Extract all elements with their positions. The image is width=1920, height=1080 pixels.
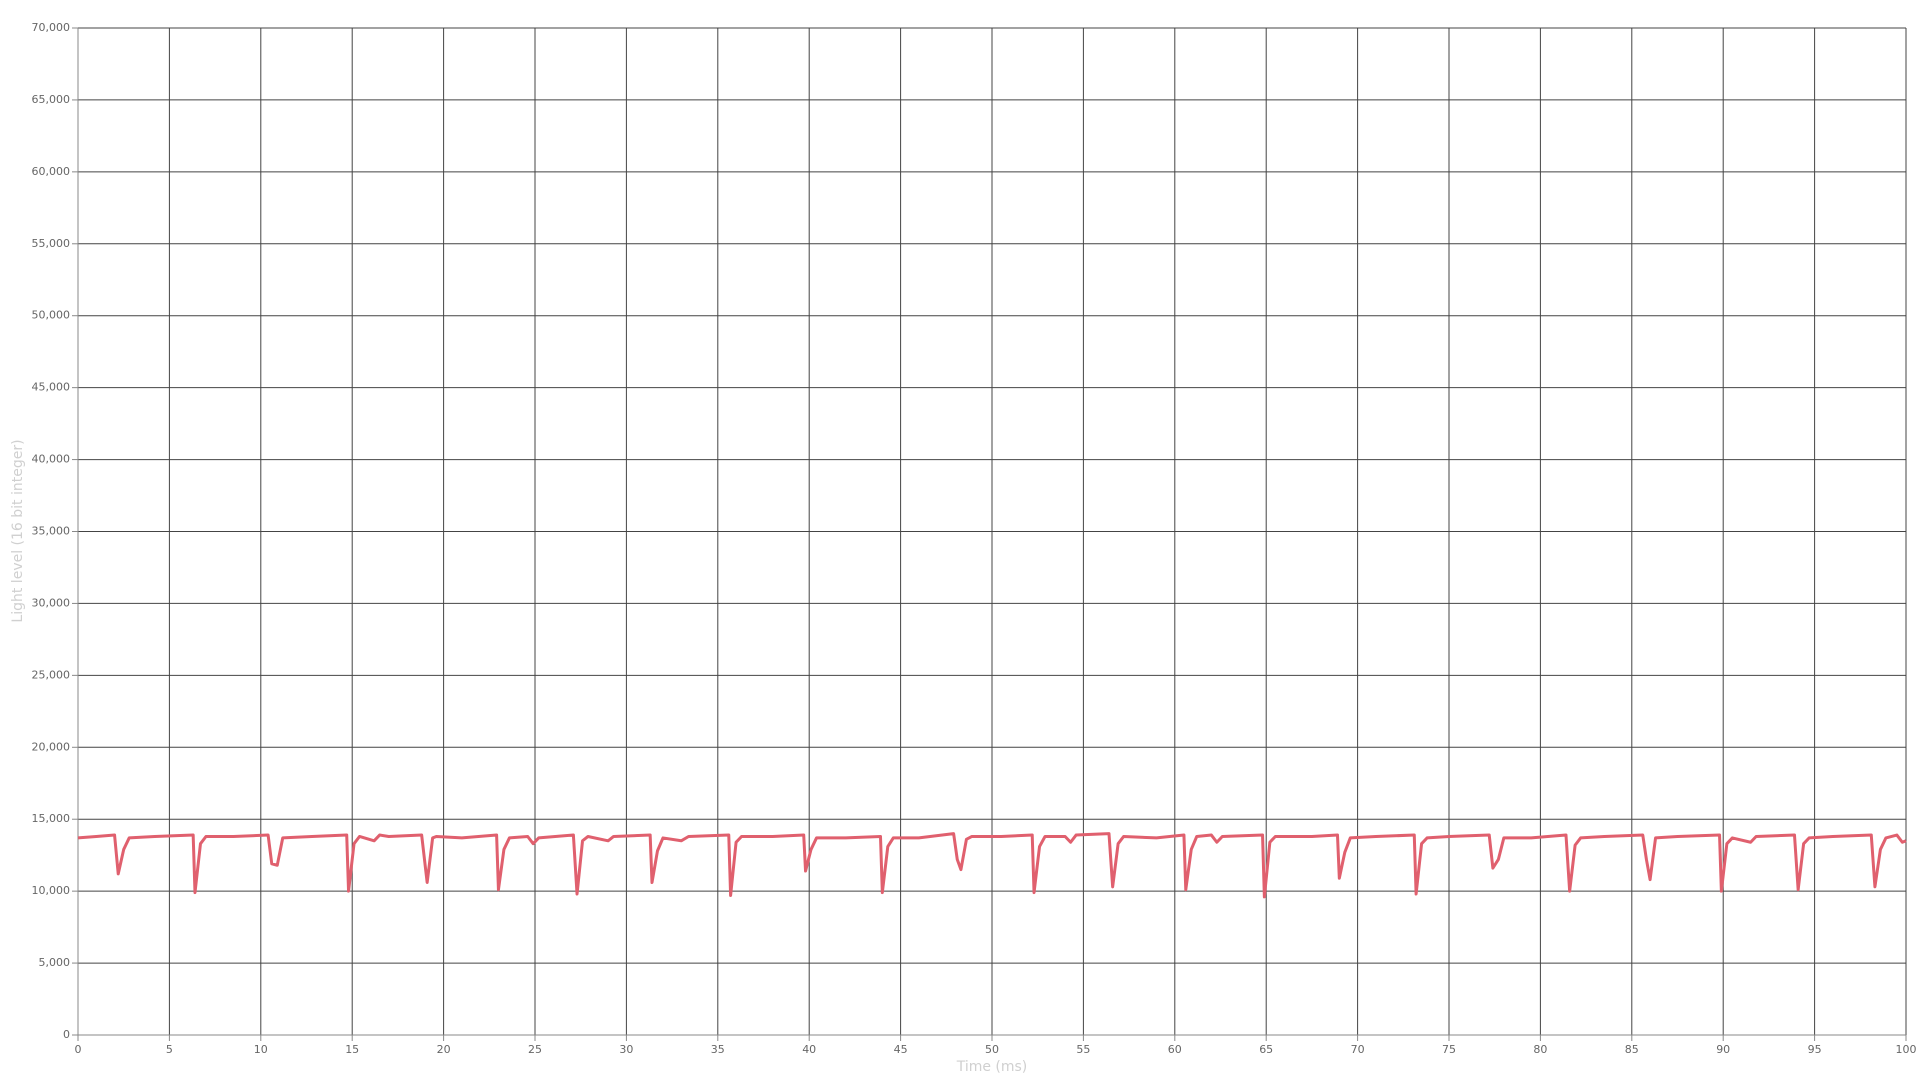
- x-tick-label: 50: [985, 1043, 999, 1056]
- x-tick-label: 40: [802, 1043, 816, 1056]
- x-tick-label: 55: [1076, 1043, 1090, 1056]
- x-tick-label: 65: [1259, 1043, 1273, 1056]
- y-tick-label: 55,000: [32, 237, 71, 250]
- x-tick-label: 90: [1716, 1043, 1730, 1056]
- y-tick-label: 15,000: [32, 812, 71, 825]
- y-tick-label: 5,000: [39, 956, 71, 969]
- x-tick-label: 60: [1168, 1043, 1182, 1056]
- x-tick-label: 95: [1808, 1043, 1822, 1056]
- y-tick-label: 40,000: [32, 453, 71, 466]
- x-tick-label: 100: [1896, 1043, 1917, 1056]
- x-tick-label: 80: [1533, 1043, 1547, 1056]
- data-line: [77, 832, 1907, 899]
- x-tick-label: 10: [254, 1043, 268, 1056]
- x-tick-label: 5: [166, 1043, 173, 1056]
- y-tick-label: 50,000: [32, 309, 71, 322]
- x-tick-label: 25: [528, 1043, 542, 1056]
- y-tick-label: 60,000: [32, 165, 71, 178]
- x-tick-label: 75: [1442, 1043, 1456, 1056]
- x-tick-label: 45: [894, 1043, 908, 1056]
- x-axis-title: Time (ms): [956, 1059, 1028, 1075]
- y-axis-title: Light level (16 bit integer): [10, 439, 26, 622]
- y-tick-label: 10,000: [32, 884, 71, 897]
- x-tick-label: 30: [619, 1043, 633, 1056]
- y-tick-label: 25,000: [32, 668, 71, 681]
- y-tick-label: 70,000: [32, 21, 71, 34]
- y-tick-label: 30,000: [32, 596, 71, 609]
- x-tick-label: 0: [75, 1043, 82, 1056]
- x-tick-label: 70: [1351, 1043, 1365, 1056]
- y-tick-label: 35,000: [32, 525, 71, 538]
- x-tick-label: 85: [1625, 1043, 1639, 1056]
- y-tick-label: 0: [63, 1028, 70, 1041]
- y-tick-label: 65,000: [32, 93, 71, 106]
- x-tick-label: 35: [711, 1043, 725, 1056]
- y-tick-label: 45,000: [32, 381, 71, 394]
- x-tick-label: 20: [437, 1043, 451, 1056]
- y-tick-label: 20,000: [32, 740, 71, 753]
- x-tick-label: 15: [345, 1043, 359, 1056]
